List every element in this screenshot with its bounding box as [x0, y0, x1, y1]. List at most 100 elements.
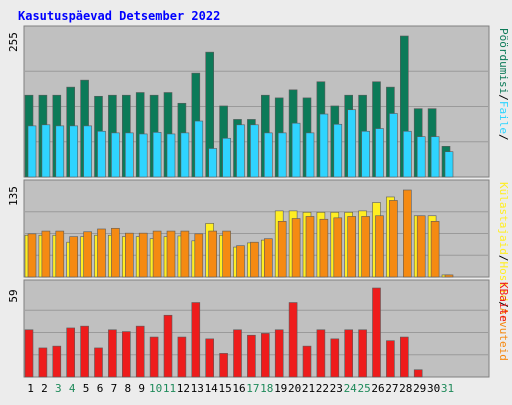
bar-bottom-kbaite-day-8	[122, 331, 131, 378]
bar-bottom-kbaite-day-18	[260, 333, 270, 378]
legend-label-part: /	[497, 255, 510, 262]
bar-bottom-kbaite-day-20	[288, 302, 298, 378]
bar-bottom-kbaite-day-4	[66, 327, 75, 378]
bar-middle-arvuteid-day-1	[27, 233, 37, 278]
bar-bottom-kbaite-day-9	[135, 325, 145, 378]
bar-bottom-kbaite-day-2	[38, 347, 48, 378]
bar-middle-arvuteid-day-15	[222, 230, 231, 278]
x-tick-label-day-16: 16	[232, 382, 245, 395]
x-tick-label-day-8: 8	[124, 382, 131, 395]
bar-top-faile-day-30	[430, 136, 440, 178]
bar-top-faile-day-14	[208, 148, 217, 178]
legend-label-part: KBaite	[497, 282, 510, 322]
bar-middle-arvuteid-day-21	[305, 216, 315, 278]
legend-label-part: Faile	[497, 101, 510, 134]
bar-top-faile-day-5	[83, 125, 92, 178]
bar-middle-arvuteid-day-8	[125, 232, 134, 278]
legend-label-part: Külastajaid	[497, 182, 510, 255]
bar-top-faile-day-13	[194, 120, 204, 178]
bar-top-faile-day-26	[375, 128, 384, 178]
bar-middle-arvuteid-day-6	[97, 228, 106, 278]
bar-bottom-kbaite-day-29	[413, 369, 423, 378]
bar-top-faile-day-1	[27, 125, 37, 178]
bar-middle-arvuteid-day-12	[180, 230, 190, 278]
bar-bottom-kbaite-day-12	[177, 336, 187, 378]
x-tick-label-day-27: 27	[385, 382, 398, 395]
bar-middle-arvuteid-day-23	[333, 217, 343, 278]
bar-middle-arvuteid-day-5	[83, 231, 92, 278]
bar-top-faile-day-3	[55, 125, 65, 178]
bar-bottom-kbaite-day-28	[399, 336, 409, 378]
bar-middle-arvuteid-day-10	[152, 230, 162, 278]
x-tick-label-day-7: 7	[111, 382, 118, 395]
legend-label-part: /	[497, 301, 510, 308]
bar-middle-arvuteid-day-14	[208, 230, 217, 278]
legend-label-part: Pöördumisi	[497, 28, 510, 94]
bar-bottom-kbaite-day-3	[52, 345, 62, 378]
x-tick-label-day-21: 21	[302, 382, 315, 395]
bar-middle-arvuteid-day-31	[444, 274, 454, 278]
bar-middle-arvuteid-day-29	[416, 215, 426, 278]
x-tick-label-day-12: 12	[177, 382, 190, 395]
bar-middle-arvuteid-day-27	[389, 200, 398, 278]
bar-top-faile-day-8	[125, 132, 134, 178]
x-tick-label-day-24: 24	[344, 382, 358, 395]
bar-middle-arvuteid-day-17	[250, 241, 259, 278]
x-tick-label-day-6: 6	[97, 382, 104, 395]
x-tick-label-day-4: 4	[69, 382, 76, 395]
bar-middle-arvuteid-day-9	[138, 232, 148, 278]
x-tick-label-day-20: 20	[288, 382, 301, 395]
bar-middle-arvuteid-day-26	[375, 215, 384, 278]
x-tick-label-day-9: 9	[138, 382, 145, 395]
bar-bottom-kbaite-day-11	[163, 314, 173, 378]
bar-bottom-kbaite-day-10	[149, 336, 159, 378]
panel-middle-max-label: 135	[7, 186, 20, 206]
legend-label-part: /	[497, 94, 510, 101]
x-tick-label-day-26: 26	[371, 382, 384, 395]
bar-top-faile-day-16	[236, 124, 245, 178]
bar-middle-arvuteid-day-2	[41, 230, 51, 278]
bar-bottom-kbaite-day-25	[358, 329, 367, 378]
bar-bottom-kbaite-day-27	[386, 340, 395, 378]
bar-top-faile-day-31	[444, 151, 454, 178]
bar-top-faile-day-18	[263, 132, 273, 178]
x-tick-label-day-15: 15	[218, 382, 231, 395]
x-tick-label-day-1: 1	[27, 382, 34, 395]
bar-top-faile-day-23	[333, 123, 343, 178]
x-tick-label-day-18: 18	[260, 382, 273, 395]
bar-bottom-kbaite-day-5	[80, 325, 89, 378]
panel-bottom-max-label: 59	[7, 289, 20, 302]
bar-top-faile-day-2	[41, 124, 51, 178]
x-tick-label-day-22: 22	[316, 382, 329, 395]
x-tick-label-day-5: 5	[83, 382, 90, 395]
bar-bottom-kbaite-day-17	[247, 334, 256, 378]
bar-bottom-kbaite-day-24	[344, 329, 354, 378]
x-tick-label-day-19: 19	[274, 382, 287, 395]
panel-top-max-label: 255	[7, 32, 20, 52]
bar-top-faile-day-11	[166, 133, 176, 178]
x-tick-label-day-2: 2	[41, 382, 48, 395]
bar-bottom-kbaite-day-16	[233, 329, 242, 378]
x-tick-label-day-31: 31	[441, 382, 454, 395]
panel-bottom-area	[23, 279, 490, 378]
x-tick-label-day-30: 30	[427, 382, 440, 395]
bar-top-faile-day-9	[138, 133, 148, 178]
bar-bottom-kbaite-day-14	[205, 338, 214, 378]
legend-label-part: Arvuteid	[497, 308, 510, 361]
bar-bottom-kbaite-day-1	[24, 329, 34, 378]
x-tick-label-day-28: 28	[399, 382, 412, 395]
bar-bottom-kbaite-day-21	[302, 345, 312, 378]
bar-middle-arvuteid-day-13	[194, 233, 204, 278]
bar-middle-arvuteid-day-19	[277, 221, 287, 278]
bar-middle-arvuteid-day-3	[55, 230, 65, 278]
bar-top-faile-day-27	[389, 113, 398, 178]
bar-bottom-kbaite-day-26	[372, 287, 381, 378]
bar-top-faile-day-4	[69, 125, 78, 178]
bar-top-faile-day-21	[305, 132, 315, 178]
bar-top-faile-day-15	[222, 137, 231, 178]
bar-top-faile-day-6	[97, 130, 106, 178]
bar-middle-arvuteid-day-11	[166, 230, 176, 278]
bar-middle-arvuteid-day-28	[402, 189, 412, 278]
